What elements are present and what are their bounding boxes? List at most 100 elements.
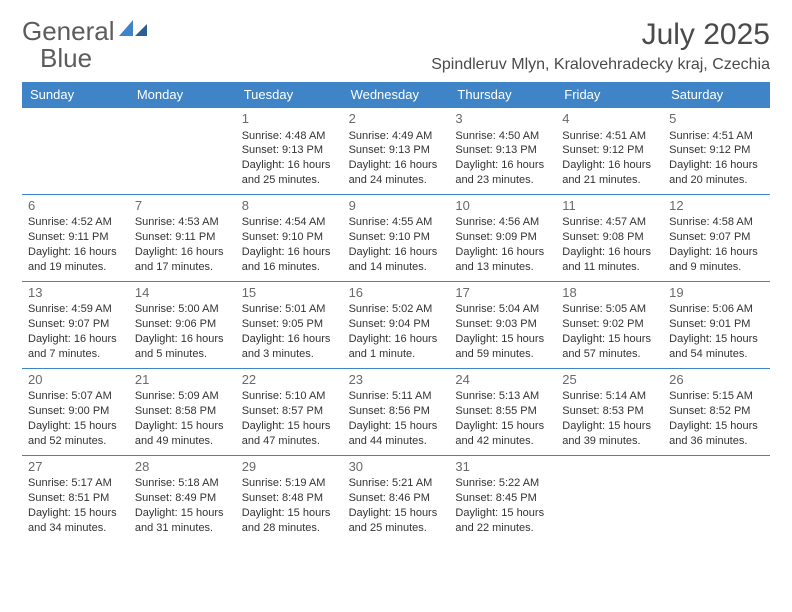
day-number: 25 <box>562 371 657 389</box>
sunset-line: Sunset: 8:55 PM <box>455 404 550 419</box>
day-number: 13 <box>28 284 123 302</box>
day-cell: 28Sunrise: 5:18 AMSunset: 8:49 PMDayligh… <box>129 456 236 542</box>
day-cell: 10Sunrise: 4:56 AMSunset: 9:09 PMDayligh… <box>449 195 556 281</box>
sunrise-line: Sunrise: 5:22 AM <box>455 476 550 491</box>
sunrise-line: Sunrise: 4:51 AM <box>669 129 764 144</box>
sunrise-line: Sunrise: 5:15 AM <box>669 389 764 404</box>
day-cell: 18Sunrise: 5:05 AMSunset: 9:02 PMDayligh… <box>556 282 663 368</box>
brand-logo: General Blue <box>22 18 147 72</box>
sunrise-line: Sunrise: 5:01 AM <box>242 302 337 317</box>
sunrise-line: Sunrise: 5:17 AM <box>28 476 123 491</box>
day-number: 12 <box>669 197 764 215</box>
sunrise-line: Sunrise: 5:00 AM <box>135 302 230 317</box>
day-cell: 21Sunrise: 5:09 AMSunset: 8:58 PMDayligh… <box>129 369 236 455</box>
day-cell: 17Sunrise: 5:04 AMSunset: 9:03 PMDayligh… <box>449 282 556 368</box>
daylight-line: Daylight: 15 hours and 47 minutes. <box>242 419 337 449</box>
sunrise-line: Sunrise: 5:05 AM <box>562 302 657 317</box>
day-number: 7 <box>135 197 230 215</box>
sunset-line: Sunset: 9:00 PM <box>28 404 123 419</box>
day-cell: 29Sunrise: 5:19 AMSunset: 8:48 PMDayligh… <box>236 456 343 542</box>
daylight-line: Daylight: 15 hours and 36 minutes. <box>669 419 764 449</box>
daylight-line: Daylight: 16 hours and 5 minutes. <box>135 332 230 362</box>
week-row: 13Sunrise: 4:59 AMSunset: 9:07 PMDayligh… <box>22 282 770 369</box>
sunrise-line: Sunrise: 4:52 AM <box>28 215 123 230</box>
brand-word1: General <box>22 16 115 46</box>
weekday-header: Monday <box>129 82 236 108</box>
calendar: Sunday Monday Tuesday Wednesday Thursday… <box>22 82 770 542</box>
daylight-line: Daylight: 15 hours and 52 minutes. <box>28 419 123 449</box>
day-cell: 26Sunrise: 5:15 AMSunset: 8:52 PMDayligh… <box>663 369 770 455</box>
sunset-line: Sunset: 8:58 PM <box>135 404 230 419</box>
sunset-line: Sunset: 9:07 PM <box>28 317 123 332</box>
location-label: Spindleruv Mlyn, Kralovehradecky kraj, C… <box>431 56 770 74</box>
sunset-line: Sunset: 8:45 PM <box>455 491 550 506</box>
title-block: July 2025 Spindleruv Mlyn, Kralovehradec… <box>431 18 770 74</box>
day-cell: 9Sunrise: 4:55 AMSunset: 9:10 PMDaylight… <box>343 195 450 281</box>
week-row: 27Sunrise: 5:17 AMSunset: 8:51 PM Dayligh… <box>22 456 770 542</box>
day-number: 24 <box>455 371 550 389</box>
sunset-line: Sunset: 9:13 PM <box>242 143 337 158</box>
sunset-line: Sunset: 8:52 PM <box>669 404 764 419</box>
day-number: 3 <box>455 110 550 128</box>
daylight-line: Daylight: 16 hours and 14 minutes. <box>349 245 444 275</box>
daylight-line: Daylight: 16 hours and 20 minutes. <box>669 158 764 188</box>
sunrise-line: Sunrise: 4:48 AM <box>242 129 337 144</box>
day-number: 10 <box>455 197 550 215</box>
daylight-line: Daylight: 15 hours and 54 minutes. <box>669 332 764 362</box>
daylight-line: Daylight: 15 hours and 57 minutes. <box>562 332 657 362</box>
brand-sail-icon <box>119 20 147 38</box>
day-cell: 2Sunrise: 4:49 AMSunset: 9:13 PMDaylight… <box>343 108 450 194</box>
brand-word2: Blue <box>40 43 92 73</box>
daylight-line: Daylight: 15 hours and 22 minutes. <box>455 506 550 536</box>
weeks-container: 1Sunrise: 4:48 AMSunset: 9:13 PMDaylight… <box>22 108 770 542</box>
daylight-line: Daylight: 16 hours and 11 minutes. <box>562 245 657 275</box>
sunset-line: Sunset: 9:08 PM <box>562 230 657 245</box>
sunset-line: Sunset: 9:11 PM <box>135 230 230 245</box>
day-number: 2 <box>349 110 444 128</box>
sunrise-line: Sunrise: 5:14 AM <box>562 389 657 404</box>
day-number: 29 <box>242 458 337 476</box>
day-number: 31 <box>455 458 550 476</box>
sunset-line: Sunset: 9:04 PM <box>349 317 444 332</box>
daylight-line: Daylight: 16 hours and 17 minutes. <box>135 245 230 275</box>
daylight-line: Daylight: 16 hours and 13 minutes. <box>455 245 550 275</box>
weekday-header: Sunday <box>22 82 129 108</box>
sunset-line: Sunset: 8:48 PM <box>242 491 337 506</box>
weekday-header: Friday <box>556 82 663 108</box>
header: General Blue July 2025 Spindleruv Mlyn, … <box>22 18 770 74</box>
weekday-header: Tuesday <box>236 82 343 108</box>
daylight-line: Daylight: 16 hours and 19 minutes. <box>28 245 123 275</box>
daylight-line: Daylight: 16 hours and 7 minutes. <box>28 332 123 362</box>
day-number: 8 <box>242 197 337 215</box>
day-cell: 4Sunrise: 4:51 AMSunset: 9:12 PMDaylight… <box>556 108 663 194</box>
day-number: 4 <box>562 110 657 128</box>
sunrise-line: Sunrise: 4:51 AM <box>562 129 657 144</box>
day-cell: 12Sunrise: 4:58 AMSunset: 9:07 PMDayligh… <box>663 195 770 281</box>
sunrise-line: Sunrise: 5:13 AM <box>455 389 550 404</box>
daylight-line: Daylight: 16 hours and 1 minute. <box>349 332 444 362</box>
sunset-line: Sunset: 8:51 PM <box>28 491 123 506</box>
sunrise-line: Sunrise: 4:56 AM <box>455 215 550 230</box>
weekday-header-row: Sunday Monday Tuesday Wednesday Thursday… <box>22 82 770 108</box>
daylight-line: Daylight: 15 hours and 28 minutes. <box>242 506 337 536</box>
sunset-line: Sunset: 9:12 PM <box>562 143 657 158</box>
sunrise-line: Sunrise: 5:10 AM <box>242 389 337 404</box>
day-number: 15 <box>242 284 337 302</box>
daylight-line: Daylight: 15 hours and 39 minutes. <box>562 419 657 449</box>
day-cell <box>22 108 129 194</box>
sunset-line: Sunset: 9:12 PM <box>669 143 764 158</box>
day-number: 27 <box>28 458 123 476</box>
day-cell: 11Sunrise: 4:57 AMSunset: 9:08 PMDayligh… <box>556 195 663 281</box>
day-number: 11 <box>562 197 657 215</box>
sunrise-line: Sunrise: 5:11 AM <box>349 389 444 404</box>
sunrise-line: Sunrise: 5:21 AM <box>349 476 444 491</box>
sunset-line: Sunset: 8:46 PM <box>349 491 444 506</box>
day-cell: 16Sunrise: 5:02 AMSunset: 9:04 PMDayligh… <box>343 282 450 368</box>
day-cell: 6Sunrise: 4:52 AMSunset: 9:11 PMDaylight… <box>22 195 129 281</box>
day-cell: 23Sunrise: 5:11 AMSunset: 8:56 PMDayligh… <box>343 369 450 455</box>
sunrise-line: Sunrise: 4:50 AM <box>455 129 550 144</box>
sunrise-line: Sunrise: 4:54 AM <box>242 215 337 230</box>
daylight-line: Daylight: 15 hours and 25 minutes. <box>349 506 444 536</box>
sunrise-line: Sunrise: 4:49 AM <box>349 129 444 144</box>
day-cell: 3Sunrise: 4:50 AMSunset: 9:13 PMDaylight… <box>449 108 556 194</box>
